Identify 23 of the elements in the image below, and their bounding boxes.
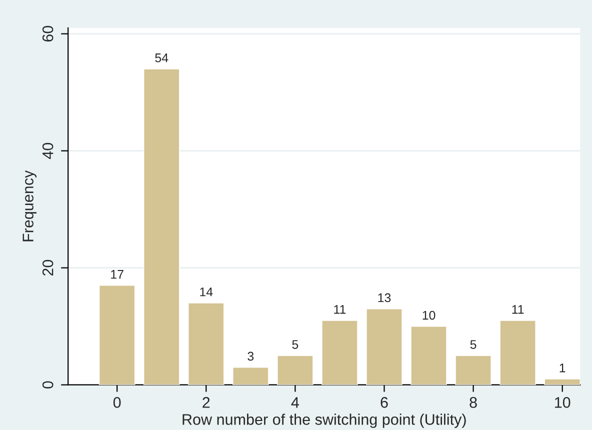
data-label: 1 [560, 364, 566, 372]
x-axis-title: Row number of the switching point (Utility) [182, 414, 466, 428]
data-label: 13 [378, 293, 391, 302]
x-tick-label: 6 [380, 397, 388, 408]
data-label: 5 [470, 340, 476, 349]
x-tick-label: 8 [470, 397, 477, 408]
data-label: 11 [334, 305, 346, 314]
x-tick-label: 10 [555, 397, 570, 408]
y-tick-label: 0 [42, 381, 54, 388]
data-label: 11 [512, 305, 524, 314]
x-tick-label: 4 [291, 397, 299, 408]
y-tick-label: 60 [42, 26, 54, 42]
x-tick-label: 0 [113, 397, 121, 408]
data-label: 3 [248, 352, 254, 361]
data-label: 54 [155, 54, 168, 62]
y-tick-label: 20 [42, 260, 54, 276]
x-tick-label: 2 [202, 397, 210, 408]
y-tick-label: 40 [42, 142, 54, 159]
y-axis-title: Frequency [22, 170, 36, 242]
data-label: 10 [422, 310, 436, 320]
data-label: 14 [200, 288, 213, 296]
data-label: 5 [292, 340, 298, 349]
data-label: 17 [111, 270, 124, 279]
